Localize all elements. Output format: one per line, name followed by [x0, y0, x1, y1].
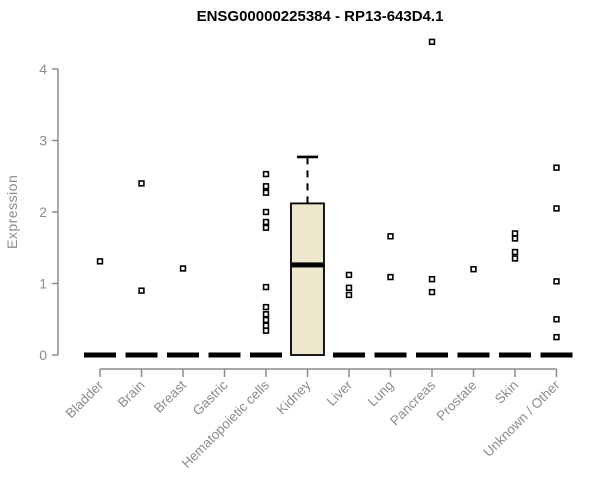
- outlier-point: [96, 258, 104, 265]
- chart-title: ENSG00000225384 - RP13-643D4.1: [196, 8, 444, 25]
- outlier-point: [262, 189, 270, 196]
- median-line: [457, 352, 490, 358]
- outlier-point: [262, 303, 270, 311]
- outlier-point: [262, 183, 270, 190]
- median-line: [167, 352, 199, 358]
- outlier-point: [428, 276, 436, 283]
- x-tick-label: Liver: [324, 377, 356, 409]
- median-line: [291, 262, 324, 268]
- median-line: [416, 352, 448, 358]
- x-tick-label: Lung: [365, 378, 397, 410]
- median-line: [84, 352, 116, 358]
- outlier-point: [262, 224, 270, 231]
- outlier-point: [262, 322, 270, 329]
- outlier-point: [387, 233, 394, 240]
- outlier-point: [262, 327, 270, 334]
- outlier-point: [179, 265, 187, 272]
- y-tick-label: 0: [39, 347, 47, 363]
- outlier-point: [553, 164, 560, 171]
- outlier-point: [262, 208, 270, 216]
- x-tick-label: Unknown / Other: [480, 377, 563, 460]
- median-line: [125, 352, 158, 358]
- outlier-point: [138, 287, 145, 294]
- outlier-point: [428, 288, 436, 296]
- y-tick-label: 4: [39, 61, 47, 77]
- outlier-point: [262, 283, 270, 291]
- outlier-point: [345, 291, 353, 299]
- outlier-point: [553, 205, 560, 212]
- outlier-point: [511, 235, 519, 242]
- outlier-point: [553, 316, 560, 323]
- x-tick-label: Gastric: [190, 377, 231, 418]
- outlier-point: [262, 311, 270, 318]
- x-tick-label: Pancreas: [387, 377, 438, 428]
- outlier-point: [511, 255, 519, 262]
- outlier-point: [262, 218, 270, 226]
- box: [290, 202, 325, 356]
- x-tick-label: Bladder: [63, 377, 107, 421]
- y-tick-label: 2: [39, 204, 47, 220]
- x-tick-label: Skin: [492, 378, 521, 407]
- median-line: [499, 352, 531, 358]
- y-tick-label: 3: [39, 133, 47, 149]
- y-tick-label: 1: [39, 276, 47, 292]
- median-line: [374, 352, 407, 358]
- outlier-point: [553, 333, 560, 341]
- x-tick-label: Brain: [115, 378, 148, 411]
- outlier-point: [428, 38, 436, 46]
- x-tick-label: Kidney: [274, 377, 314, 417]
- outlier-point: [511, 248, 519, 256]
- median-line: [333, 352, 365, 358]
- outlier-point: [387, 273, 394, 281]
- median-line: [208, 352, 241, 358]
- outlier-point: [262, 316, 270, 324]
- outlier-point: [345, 284, 353, 291]
- x-tick-label: Breast: [151, 377, 189, 415]
- outlier-point: [345, 271, 353, 279]
- median-line: [250, 352, 282, 358]
- x-tick-label: Prostate: [433, 378, 479, 424]
- outlier-point: [470, 265, 477, 273]
- outlier-point: [262, 170, 270, 178]
- median-line: [540, 352, 573, 358]
- outlier-point: [511, 230, 519, 237]
- outlier-point: [553, 278, 560, 285]
- outlier-point: [138, 180, 145, 187]
